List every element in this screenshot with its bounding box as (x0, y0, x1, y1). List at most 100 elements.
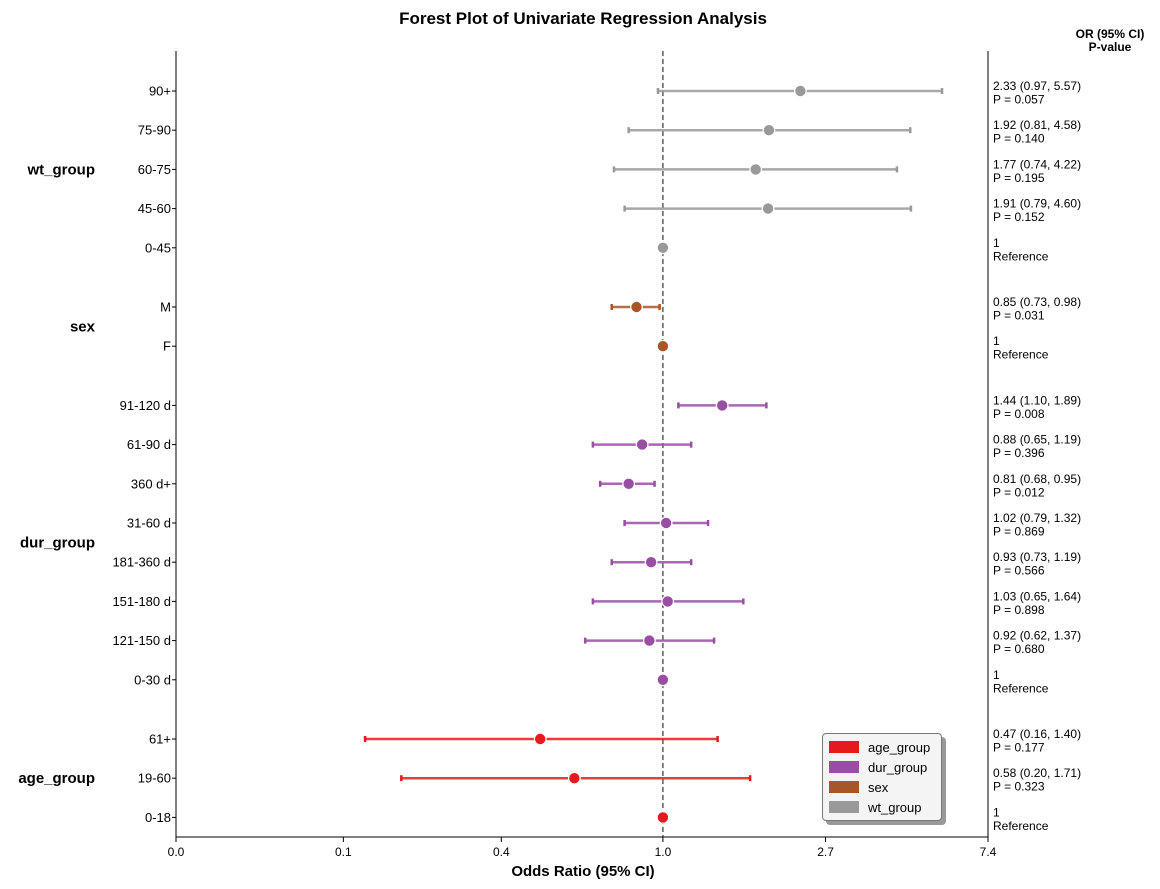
or-point (567, 771, 581, 785)
ci-text: 1 (993, 668, 1000, 682)
x-tick-label: 0.4 (493, 845, 510, 859)
or-point (749, 162, 763, 176)
legend-label: sex (868, 779, 889, 795)
row-label: 61+ (149, 732, 171, 747)
ci-text: 0.93 (0.73, 1.19) (993, 550, 1081, 564)
ci-text: 0.92 (0.62, 1.37) (993, 629, 1081, 643)
or-point (661, 595, 675, 608)
legend-swatch (829, 781, 859, 793)
p-text: Reference (993, 348, 1049, 362)
row-label: 90+ (149, 84, 171, 99)
group-label: wt_group (27, 161, 96, 178)
legend-item: dur_group (829, 757, 935, 777)
header-or-ci: OR (95% CI) (1076, 27, 1145, 41)
row-label: 0-45 (145, 240, 171, 255)
p-text: P = 0.031 (993, 309, 1045, 323)
row-label: 91-120 d (120, 398, 171, 413)
x-tick-label: 2.7 (817, 845, 834, 859)
ci-text: 0.85 (0.73, 0.98) (993, 295, 1081, 309)
ci-text: 1.92 (0.81, 4.58) (993, 118, 1081, 132)
p-text: Reference (993, 819, 1049, 833)
ci-text: 1 (993, 334, 1000, 348)
legend-label: age_group (868, 739, 931, 755)
ci-text: 0.81 (0.68, 0.95) (993, 472, 1081, 486)
p-text: P = 0.140 (993, 132, 1045, 146)
p-text: P = 0.566 (993, 564, 1045, 578)
or-point (656, 673, 670, 687)
x-tick-label: 7.4 (980, 845, 997, 859)
group-label: dur_group (20, 535, 95, 552)
legend-item: wt_group (829, 797, 935, 817)
or-point (761, 202, 775, 216)
group-label: sex (70, 319, 96, 336)
p-text: P = 0.323 (993, 780, 1045, 794)
row-label: 0-30 d (134, 672, 171, 687)
row-label: F (163, 339, 171, 354)
row-label: 0-18 (145, 810, 171, 825)
row-label: 45-60 (138, 201, 171, 216)
header-p-value: P-value (1089, 40, 1132, 54)
or-point (642, 634, 656, 647)
row-label: 151-180 d (112, 594, 171, 609)
or-point (656, 339, 670, 353)
or-point (762, 123, 776, 137)
or-point (656, 241, 670, 255)
legend-swatch (829, 761, 859, 773)
p-text: P = 0.008 (993, 407, 1045, 421)
row-label: 61-90 d (127, 437, 171, 452)
p-text: P = 0.680 (993, 642, 1045, 656)
legend-swatch (829, 801, 859, 813)
x-tick-label: 0.0 (168, 845, 185, 859)
p-text: Reference (993, 249, 1049, 263)
row-label: 360 d+ (131, 476, 171, 491)
ci-text: 0.58 (0.20, 1.71) (993, 766, 1081, 780)
legend-label: dur_group (868, 759, 928, 775)
legend-swatch (829, 741, 859, 753)
row-label: 60-75 (138, 162, 171, 177)
p-text: Reference (993, 681, 1049, 695)
ci-text: 1.77 (0.74, 4.22) (993, 157, 1081, 171)
row-label: 19-60 (138, 771, 171, 786)
or-point (635, 438, 649, 452)
ci-text: 0.47 (0.16, 1.40) (993, 727, 1081, 741)
p-text: P = 0.396 (993, 446, 1045, 460)
ci-text: 1.91 (0.79, 4.60) (993, 197, 1081, 211)
or-point (622, 477, 636, 491)
x-axis-label: Odds Ratio (95% CI) (511, 863, 654, 880)
legend-item: sex (829, 777, 935, 797)
chart-title: Forest Plot of Univariate Regression Ana… (399, 9, 767, 28)
ci-text: 1.02 (0.79, 1.32) (993, 511, 1081, 525)
or-point (659, 516, 673, 530)
p-text: P = 0.195 (993, 171, 1045, 185)
x-tick-label: 0.1 (335, 845, 352, 859)
p-text: P = 0.869 (993, 525, 1045, 539)
or-point (656, 811, 670, 824)
ci-text: 0.88 (0.65, 1.19) (993, 433, 1081, 447)
ci-text: 1.44 (1.10, 1.89) (993, 393, 1081, 407)
row-label: 121-150 d (112, 633, 171, 648)
row-label: 31-60 d (127, 516, 171, 531)
legend-item: age_group (829, 737, 935, 757)
x-tick-label: 1.0 (655, 845, 672, 859)
ci-text: 1 (993, 236, 1000, 250)
group-label: age_group (18, 770, 95, 787)
or-point (793, 84, 807, 98)
or-point (630, 300, 643, 314)
ci-text: 1 (993, 805, 1000, 819)
row-label: 181-360 d (112, 555, 171, 570)
or-point (533, 732, 547, 746)
legend-label: wt_group (868, 799, 922, 815)
ci-text: 2.33 (0.97, 5.57) (993, 79, 1081, 93)
row-label: M (160, 300, 171, 315)
or-point (715, 399, 729, 412)
ci-text: 1.03 (0.65, 1.64) (993, 589, 1081, 603)
p-text: P = 0.057 (993, 93, 1045, 107)
p-text: P = 0.152 (993, 210, 1045, 224)
p-text: P = 0.177 (993, 741, 1045, 755)
p-text: P = 0.898 (993, 603, 1045, 617)
row-label: 75-90 (138, 123, 171, 138)
or-point (644, 555, 658, 569)
p-text: P = 0.012 (993, 485, 1045, 499)
